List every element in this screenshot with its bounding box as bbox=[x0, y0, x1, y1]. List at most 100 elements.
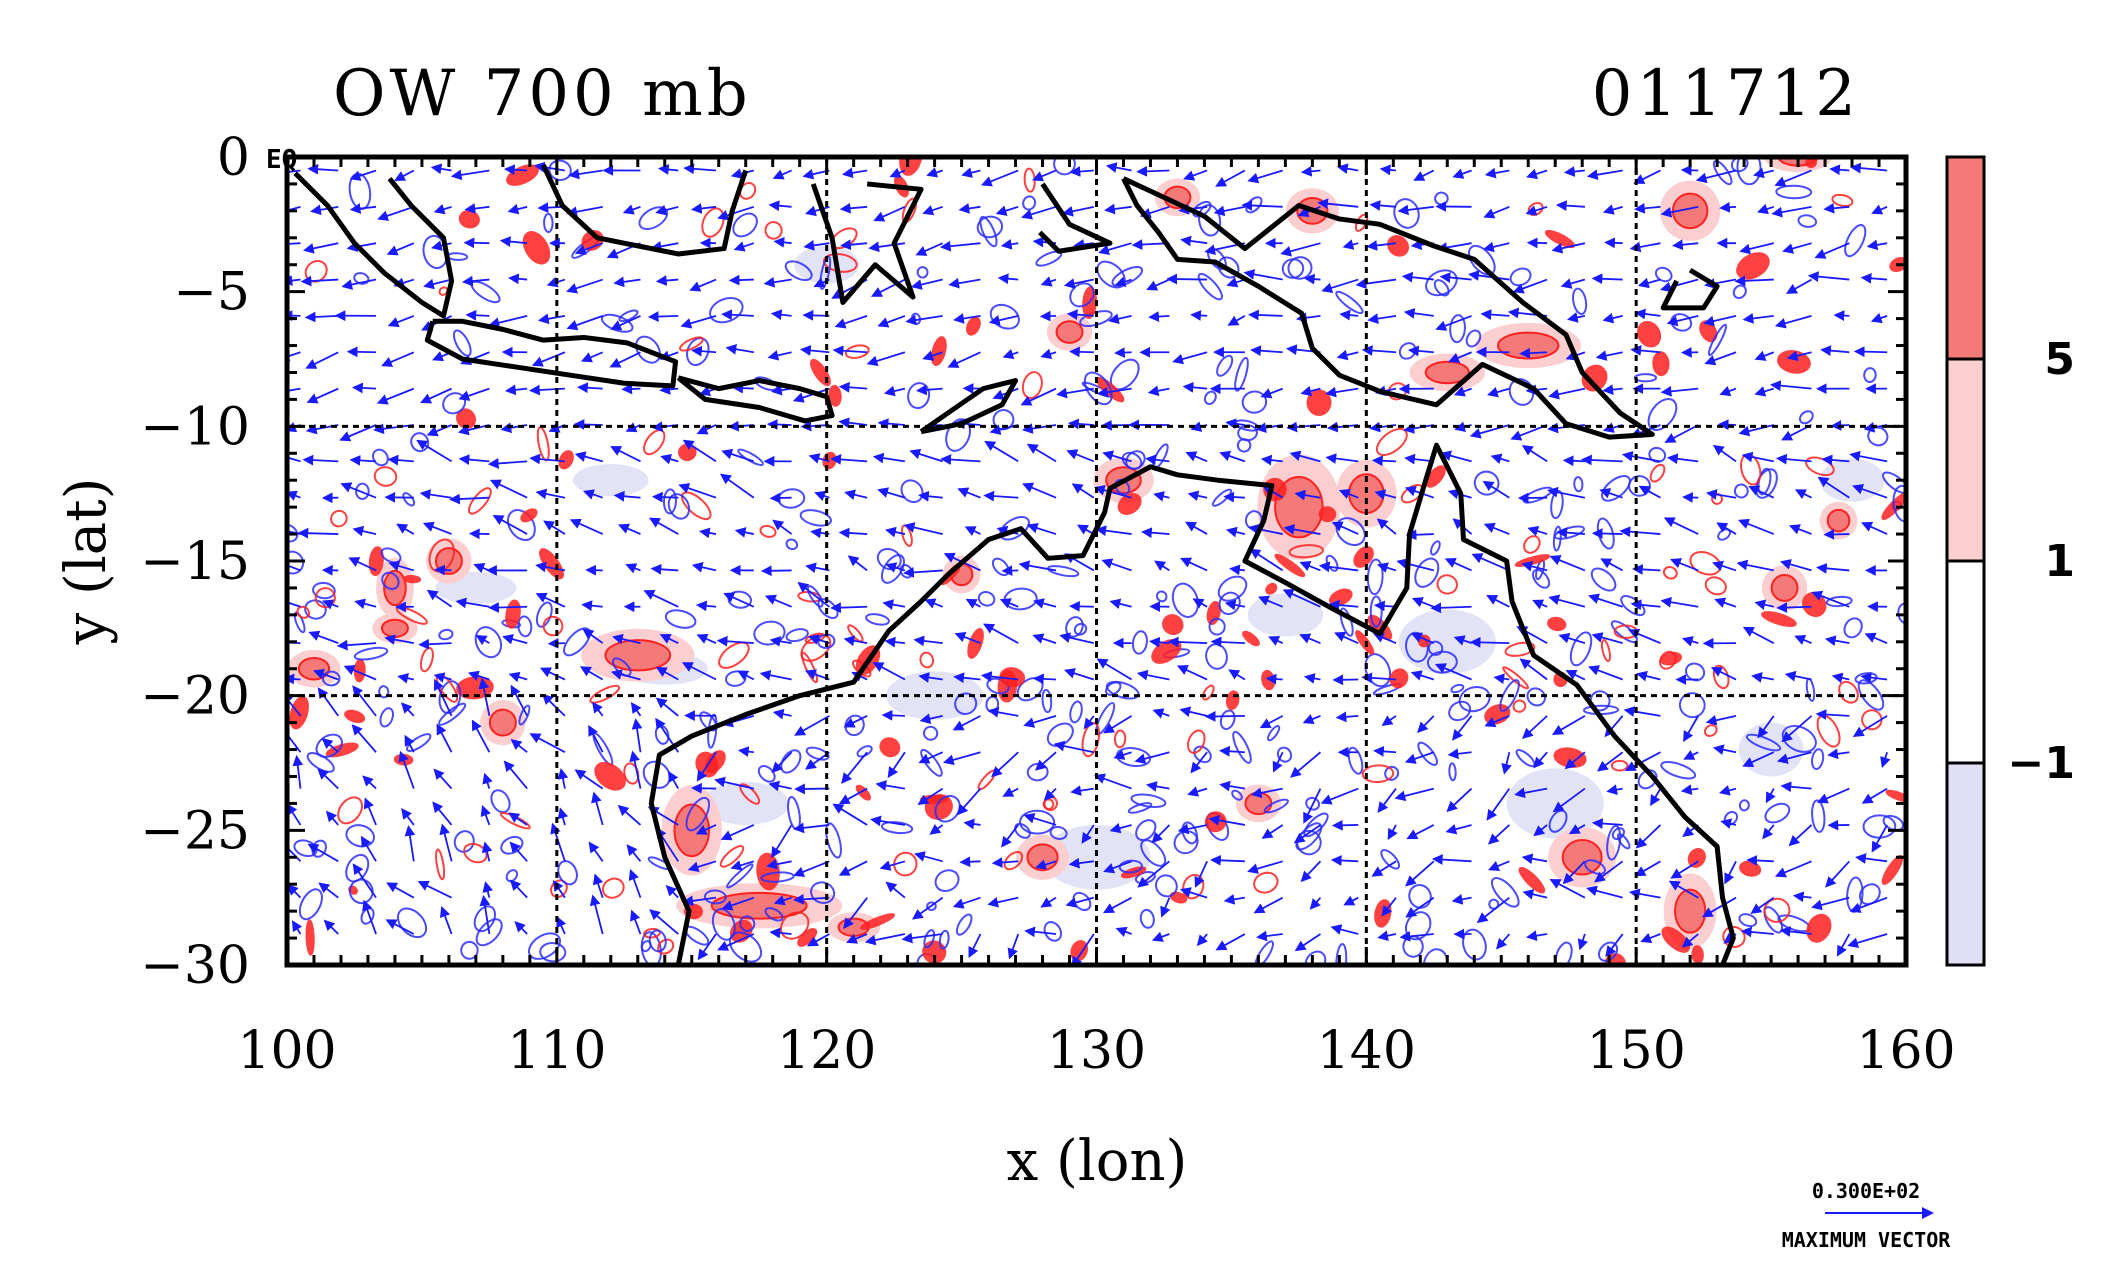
wind-vector bbox=[1821, 454, 1850, 466]
wind-vector bbox=[384, 634, 414, 645]
negative-contour bbox=[977, 591, 996, 607]
negative-contour bbox=[475, 918, 503, 947]
wind-vector bbox=[655, 697, 679, 717]
negative-contour bbox=[371, 448, 389, 467]
wind-vector bbox=[574, 242, 604, 255]
wind-vector bbox=[1734, 275, 1774, 287]
positive-contour bbox=[764, 221, 783, 240]
wind-vector bbox=[574, 769, 604, 790]
x-tick-label: 160 bbox=[1856, 1021, 1955, 1081]
wind-vector bbox=[351, 724, 377, 753]
coastline bbox=[1660, 267, 1720, 311]
wind-vector bbox=[885, 881, 906, 899]
wind-vector bbox=[1146, 781, 1170, 792]
wind-vector bbox=[1247, 309, 1283, 321]
wind-vector bbox=[910, 278, 943, 290]
wind-vector bbox=[1434, 663, 1472, 681]
wind-vector bbox=[588, 724, 604, 753]
negative-contour bbox=[900, 479, 924, 503]
wind-vector bbox=[1446, 787, 1473, 813]
wind-vector bbox=[682, 439, 717, 463]
wind-vector bbox=[1032, 633, 1057, 644]
wind-vector bbox=[957, 487, 981, 499]
wind-vector bbox=[1283, 524, 1321, 535]
wind-vector bbox=[1440, 450, 1472, 463]
positive-contour bbox=[539, 548, 565, 580]
wind-vector bbox=[1229, 564, 1246, 576]
positive-contour bbox=[1242, 630, 1260, 647]
wind-vector bbox=[1031, 169, 1057, 182]
wind-vector bbox=[763, 276, 792, 288]
wind-vector bbox=[1814, 242, 1850, 259]
wind-vector bbox=[1154, 560, 1170, 572]
positive-contour bbox=[1861, 709, 1883, 731]
wind-vector bbox=[531, 351, 566, 367]
wind-vector bbox=[317, 687, 339, 717]
negative-contour bbox=[1633, 373, 1658, 383]
wind-vector bbox=[915, 384, 943, 396]
negative-contour bbox=[1380, 849, 1401, 870]
wind-vector bbox=[302, 242, 339, 254]
wind-vector bbox=[1482, 480, 1510, 499]
wind-vector bbox=[1754, 599, 1774, 610]
x-tick-label: 140 bbox=[1317, 1021, 1416, 1081]
wind-vector bbox=[1282, 589, 1321, 608]
wind-vector bbox=[1223, 491, 1245, 503]
wind-vector bbox=[1624, 751, 1661, 772]
positive-contour bbox=[1113, 729, 1127, 749]
wind-vector bbox=[1334, 631, 1359, 644]
wind-vector bbox=[1260, 454, 1283, 466]
x-tick-label: 120 bbox=[777, 1021, 876, 1081]
wind-vector bbox=[918, 672, 943, 683]
wind-vector bbox=[1108, 313, 1132, 325]
wind-vector bbox=[1453, 386, 1472, 397]
wind-vector bbox=[999, 598, 1019, 609]
y-axis-ticks: 0 −5 −10 −15 −20 −25 −30 bbox=[140, 128, 250, 996]
negative-contour bbox=[1764, 802, 1791, 824]
wind-vector bbox=[720, 824, 755, 841]
wind-vector bbox=[843, 897, 868, 930]
negative-contour bbox=[1393, 198, 1420, 229]
wind-vector bbox=[628, 869, 642, 898]
wind-vector bbox=[903, 567, 943, 578]
wind-vector bbox=[942, 751, 981, 766]
wind-vector bbox=[394, 169, 415, 181]
wind-vector bbox=[1636, 670, 1661, 682]
wind-vector bbox=[1109, 598, 1132, 610]
coastline bbox=[810, 181, 924, 305]
negative-contour bbox=[991, 557, 1010, 577]
wind-vector bbox=[431, 240, 452, 251]
wind-vector bbox=[1483, 205, 1510, 219]
wind-vector bbox=[905, 314, 943, 326]
wind-vector bbox=[1407, 345, 1434, 357]
negative-contour bbox=[1096, 260, 1126, 289]
negative-contour bbox=[505, 869, 519, 883]
wind-vector bbox=[1250, 345, 1283, 357]
wind-vector bbox=[1660, 385, 1699, 397]
wind-vector bbox=[952, 715, 981, 731]
negative-contour bbox=[916, 266, 929, 279]
wind-vector bbox=[1871, 204, 1888, 215]
positive-contour bbox=[1547, 616, 1567, 632]
wind-vector bbox=[956, 787, 982, 816]
vector-legend: 0.300E+02 MAXIMUM VECTOR bbox=[1782, 1179, 1952, 1252]
negative-contour bbox=[662, 488, 677, 515]
wind-vector bbox=[682, 895, 717, 907]
wind-vector bbox=[1218, 745, 1245, 757]
wind-vector bbox=[1681, 933, 1699, 948]
wind-vector bbox=[1602, 204, 1623, 215]
wind-vector bbox=[1519, 347, 1548, 359]
frame-minor-ticks bbox=[285, 155, 1908, 967]
positive-contour bbox=[705, 750, 726, 774]
negative-contour bbox=[1628, 475, 1651, 497]
wind-vector bbox=[585, 564, 603, 576]
positive-contour bbox=[1353, 545, 1374, 568]
wind-vector bbox=[1552, 787, 1586, 813]
wind-vector bbox=[1833, 310, 1850, 322]
wind-vector bbox=[1268, 636, 1284, 646]
wind-vector bbox=[1831, 672, 1850, 684]
wind-vector bbox=[481, 841, 493, 862]
wind-vector bbox=[1405, 896, 1435, 918]
positive-contour bbox=[1703, 724, 1718, 738]
negative-contour bbox=[799, 509, 832, 527]
